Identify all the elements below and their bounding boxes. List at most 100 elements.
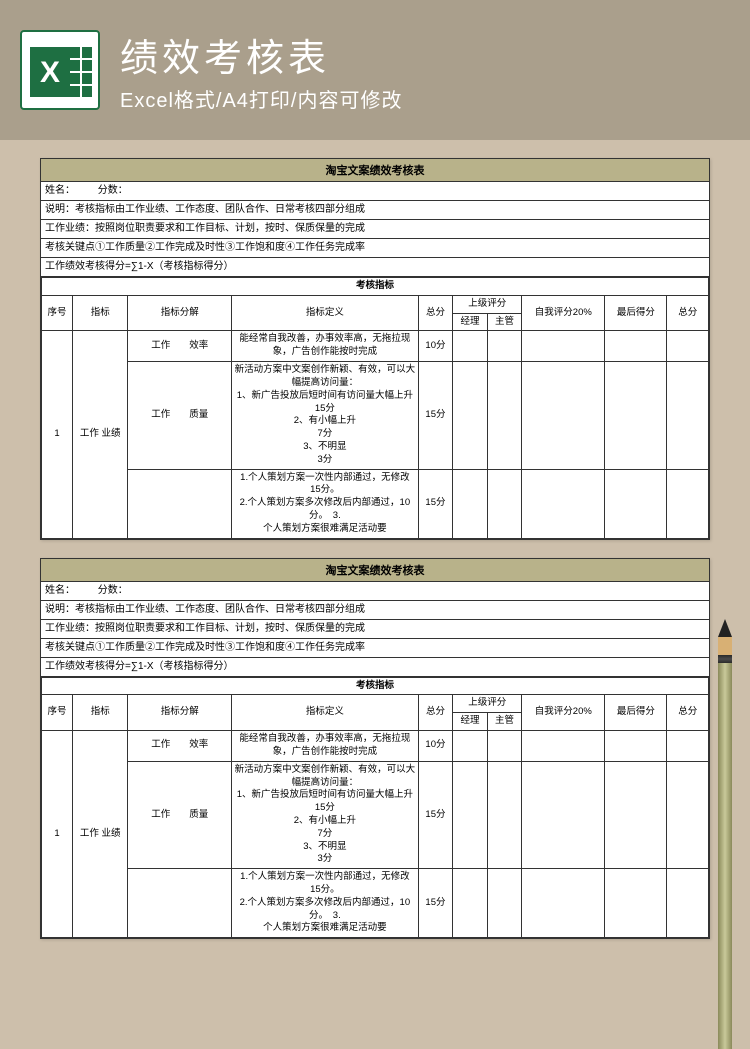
sheets-container: 淘宝文案绩效考核表 姓名： 分数： 说明：考核指标由工作业绩、工作态度、团队合作… (0, 140, 750, 939)
cell-final (605, 362, 667, 470)
cell-self (522, 761, 605, 869)
cell-indicator: 工作 业绩 (73, 731, 128, 938)
col-superior: 上级评分 (453, 295, 522, 313)
col-sum: 总分 (667, 295, 709, 331)
cell-sum (667, 362, 709, 470)
col-self: 自我评分20% (522, 695, 605, 731)
excel-icon (20, 30, 100, 110)
cell-total: 15分 (418, 469, 453, 538)
section-header: 考核指标 (42, 278, 709, 296)
col-seq: 序号 (42, 295, 73, 331)
page-header: 绩效考核表 Excel格式/A4打印/内容可修改 (0, 0, 750, 140)
name-label: 姓名： (45, 584, 75, 598)
cell-definition: 能经常自我改善，办事效率高，无拖拉现象，广告创作能按时完成 (232, 331, 419, 362)
cell-mgr (453, 331, 488, 362)
col-final: 最后得分 (605, 295, 667, 331)
name-score-row: 姓名： 分数： (41, 182, 709, 201)
perf-row: 工作业绩：按照岗位职责要求和工作目标、计划，按时、保质保量的完成 (41, 220, 709, 239)
sheet-title: 淘宝文案绩效考核表 (41, 159, 709, 182)
name-score-row: 姓名： 分数： (41, 582, 709, 601)
col-total: 总分 (418, 695, 453, 731)
cell-self (522, 731, 605, 762)
section-header: 考核指标 (42, 677, 709, 695)
score-label: 分数： (98, 184, 128, 198)
col-supervisor: 主管 (487, 713, 522, 731)
cell-definition: 1.个人策划方案一次性内部通过，无修改 15分。 2.个人策划方案多次修改后内部… (232, 469, 419, 538)
cell-total: 15分 (418, 869, 453, 938)
col-sum: 总分 (667, 695, 709, 731)
col-definition: 指标定义 (232, 295, 419, 331)
col-total: 总分 (418, 295, 453, 331)
cell-seq: 1 (42, 331, 73, 538)
page-title: 绩效考核表 (120, 27, 402, 82)
assessment-sheet: 淘宝文案绩效考核表 姓名： 分数： 说明：考核指标由工作业绩、工作态度、团队合作… (40, 558, 710, 940)
cell-self (522, 469, 605, 538)
col-manager: 经理 (453, 713, 488, 731)
cell-total: 15分 (418, 362, 453, 470)
cell-final (605, 731, 667, 762)
cell-mgr (453, 761, 488, 869)
cell-final (605, 869, 667, 938)
name-label: 姓名： (45, 184, 75, 198)
cell-definition: 新活动方案中文案创作新颖、有效，可以大幅提高访问量： 1、新广告投放后短时间有访… (232, 761, 419, 869)
cell-sum (667, 731, 709, 762)
col-manager: 经理 (453, 313, 488, 331)
pencil-graphic (718, 619, 732, 1049)
sheet-title: 淘宝文案绩效考核表 (41, 559, 709, 582)
cell-breakdown: 工作 效率 (128, 731, 232, 762)
cell-sup (487, 331, 522, 362)
cell-sup (487, 869, 522, 938)
cell-breakdown (128, 869, 232, 938)
header-text: 绩效考核表 Excel格式/A4打印/内容可修改 (120, 27, 402, 113)
col-seq: 序号 (42, 695, 73, 731)
cell-sup (487, 362, 522, 470)
cell-total: 10分 (418, 731, 453, 762)
cell-definition: 能经常自我改善，办事效率高，无拖拉现象，广告创作能按时完成 (232, 731, 419, 762)
col-self: 自我评分20% (522, 295, 605, 331)
keys-row: 考核关键点①工作质量②工作完成及时性③工作饱和度④工作任务完成率 (41, 239, 709, 258)
assessment-sheet: 淘宝文案绩效考核表 姓名： 分数： 说明：考核指标由工作业绩、工作态度、团队合作… (40, 158, 710, 540)
formula-row: 工作绩效考核得分=∑1-X（考核指标得分） (41, 258, 709, 277)
col-breakdown: 指标分解 (128, 695, 232, 731)
col-supervisor: 主管 (487, 313, 522, 331)
cell-self (522, 362, 605, 470)
assessment-table: 考核指标 序号 指标 指标分解 指标定义 总分 上级评分 自我评分20% 最后得… (41, 277, 709, 539)
cell-definition: 1.个人策划方案一次性内部通过，无修改 15分。 2.个人策划方案多次修改后内部… (232, 869, 419, 938)
cell-breakdown (128, 469, 232, 538)
cell-sup (487, 761, 522, 869)
cell-self (522, 869, 605, 938)
desc-row: 说明：考核指标由工作业绩、工作态度、团队合作、日常考核四部分组成 (41, 201, 709, 220)
cell-final (605, 469, 667, 538)
cell-sup (487, 731, 522, 762)
cell-final (605, 761, 667, 869)
desc-row: 说明：考核指标由工作业绩、工作态度、团队合作、日常考核四部分组成 (41, 601, 709, 620)
cell-mgr (453, 469, 488, 538)
cell-self (522, 331, 605, 362)
cell-sup (487, 469, 522, 538)
cell-sum (667, 869, 709, 938)
cell-mgr (453, 869, 488, 938)
assessment-table: 考核指标 序号 指标 指标分解 指标定义 总分 上级评分 自我评分20% 最后得… (41, 677, 709, 939)
perf-row: 工作业绩：按照岗位职责要求和工作目标、计划，按时、保质保量的完成 (41, 620, 709, 639)
col-definition: 指标定义 (232, 695, 419, 731)
col-indicator: 指标 (73, 295, 128, 331)
cell-total: 10分 (418, 331, 453, 362)
cell-sum (667, 469, 709, 538)
cell-breakdown: 工作 质量 (128, 761, 232, 869)
formula-row: 工作绩效考核得分=∑1-X（考核指标得分） (41, 658, 709, 677)
page-subtitle: Excel格式/A4打印/内容可修改 (120, 84, 402, 113)
col-breakdown: 指标分解 (128, 295, 232, 331)
cell-sum (667, 761, 709, 869)
col-final: 最后得分 (605, 695, 667, 731)
cell-breakdown: 工作 质量 (128, 362, 232, 470)
cell-indicator: 工作 业绩 (73, 331, 128, 538)
cell-breakdown: 工作 效率 (128, 331, 232, 362)
cell-final (605, 331, 667, 362)
keys-row: 考核关键点①工作质量②工作完成及时性③工作饱和度④工作任务完成率 (41, 639, 709, 658)
score-label: 分数： (98, 584, 128, 598)
cell-seq: 1 (42, 731, 73, 938)
cell-mgr (453, 362, 488, 470)
col-indicator: 指标 (73, 695, 128, 731)
col-superior: 上级评分 (453, 695, 522, 713)
cell-mgr (453, 731, 488, 762)
